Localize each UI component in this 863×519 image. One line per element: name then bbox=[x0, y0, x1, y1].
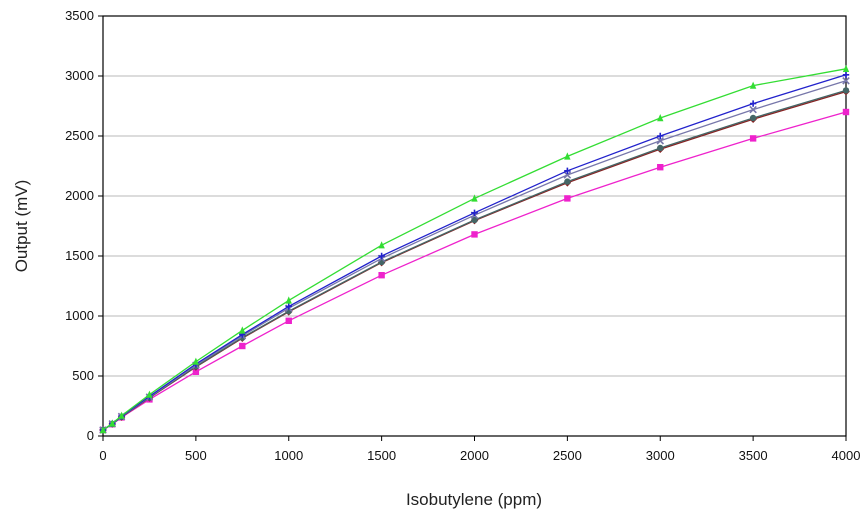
data-point-square bbox=[285, 317, 292, 324]
data-point-triangle bbox=[749, 81, 757, 89]
data-point-triangle bbox=[192, 357, 200, 365]
data-point-plus bbox=[657, 132, 664, 140]
data-point-plus bbox=[378, 252, 385, 260]
data-point-circle bbox=[749, 114, 757, 122]
data-point-triangle bbox=[378, 241, 385, 249]
data-point-triangle bbox=[564, 152, 571, 160]
series-4 bbox=[99, 87, 850, 434]
series-line bbox=[102, 90, 847, 431]
y-tick-label: 3500 bbox=[65, 8, 94, 23]
y-tick-label: 2500 bbox=[65, 128, 94, 143]
data-point-square bbox=[657, 164, 664, 171]
y-axis-title: Output (mV) bbox=[12, 180, 31, 273]
series-line bbox=[102, 89, 847, 431]
data-point-square bbox=[842, 108, 850, 116]
axes-layer bbox=[98, 15, 847, 441]
y-tick-label: 500 bbox=[72, 368, 94, 383]
data-point-circle bbox=[471, 216, 478, 224]
data-point-plus bbox=[285, 303, 292, 310]
data-point-plus bbox=[471, 209, 478, 216]
series-3 bbox=[99, 87, 850, 434]
data-point-circle bbox=[657, 144, 664, 152]
x-axis-title: Isobutylene (ppm) bbox=[406, 490, 542, 509]
y-tick-label: 0 bbox=[87, 428, 94, 443]
y-tick-label: 2000 bbox=[65, 188, 94, 203]
series-2 bbox=[99, 77, 850, 434]
data-point-circle bbox=[564, 178, 571, 185]
y-tick-label: 1000 bbox=[65, 308, 94, 323]
data-point-x bbox=[656, 137, 665, 145]
data-point-square bbox=[564, 195, 571, 202]
data-point-triangle bbox=[842, 64, 850, 72]
data-point-x bbox=[842, 77, 850, 85]
series-1 bbox=[99, 71, 850, 434]
x-tick-label: 3000 bbox=[646, 448, 675, 463]
labels-layer: 0 500 1000 1500 2000 2500 3000 3500 0 500 1000 1500… bbox=[65, 8, 860, 463]
data-point-triangle bbox=[118, 411, 125, 419]
x-tick-label: 1500 bbox=[367, 448, 396, 463]
x-tick-label: 4000 bbox=[832, 448, 861, 463]
plot-frame bbox=[102, 15, 847, 437]
data-point-plus bbox=[749, 100, 757, 107]
data-point-square bbox=[471, 231, 478, 238]
series-5 bbox=[99, 108, 850, 434]
data-point-x bbox=[563, 171, 572, 179]
y-tick-label: 3000 bbox=[65, 68, 94, 83]
series-layer bbox=[99, 64, 850, 434]
data-point-triangle bbox=[99, 426, 107, 434]
data-point-triangle bbox=[471, 194, 478, 202]
data-point-plus bbox=[842, 71, 850, 78]
data-point-triangle bbox=[239, 326, 246, 334]
data-point-x bbox=[749, 105, 757, 114]
data-point-square bbox=[378, 272, 385, 279]
series-line bbox=[102, 80, 847, 431]
series-0 bbox=[99, 64, 850, 434]
x-tick-label: 500 bbox=[185, 448, 207, 463]
data-point-triangle bbox=[657, 114, 664, 122]
series-line bbox=[102, 111, 847, 431]
data-point-square bbox=[749, 135, 757, 142]
series-line bbox=[102, 74, 847, 431]
data-point-square bbox=[239, 342, 246, 350]
x-tick-label: 3500 bbox=[739, 448, 768, 463]
x-tick-label: 0 bbox=[99, 448, 106, 463]
data-point-plus bbox=[564, 167, 571, 174]
y-tick-label: 1500 bbox=[65, 248, 94, 263]
data-point-circle bbox=[842, 87, 850, 94]
data-point-triangle bbox=[109, 419, 116, 427]
data-point-triangle bbox=[285, 296, 292, 304]
data-point-triangle bbox=[146, 390, 153, 398]
x-tick-label: 1000 bbox=[274, 448, 303, 463]
x-tick-label: 2000 bbox=[460, 448, 489, 463]
data-point-square bbox=[192, 368, 200, 375]
x-tick-label: 2500 bbox=[553, 448, 582, 463]
